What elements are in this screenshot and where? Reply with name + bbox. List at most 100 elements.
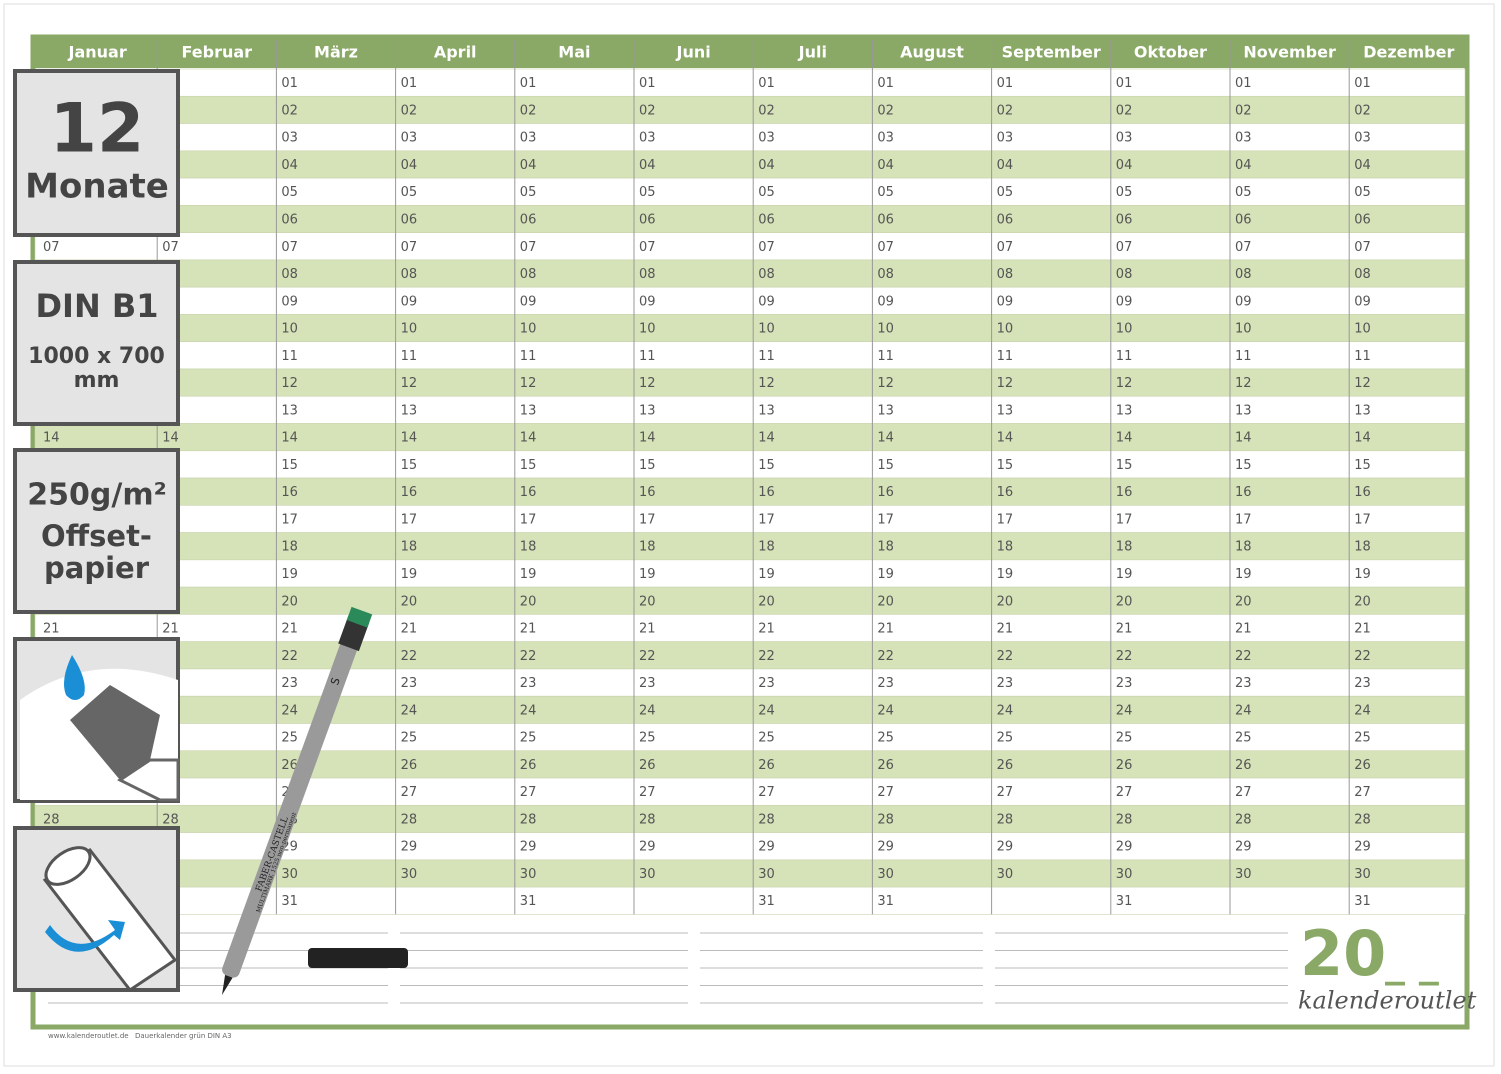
day-number: 15: [758, 458, 775, 473]
day-number: 02: [1235, 103, 1252, 118]
day-number: 07: [1116, 240, 1133, 255]
badge: [13, 448, 180, 614]
day-number: 20: [1235, 594, 1252, 609]
row: [34, 395, 1466, 424]
day-number: 24: [281, 703, 298, 718]
day-number: 18: [1116, 540, 1133, 555]
day-number: 01: [639, 76, 656, 91]
day-number: 11: [877, 349, 894, 364]
day-number: 29: [1235, 840, 1252, 855]
day-number: 01: [1116, 76, 1133, 91]
day-number: 13: [281, 403, 298, 418]
day-number: 12: [877, 376, 894, 391]
day-number: 08: [877, 267, 894, 282]
day-number: 01: [520, 76, 537, 91]
day-number: 17: [520, 512, 537, 527]
day-number: 06: [639, 212, 656, 227]
day-number: 17: [1354, 512, 1371, 527]
day-number: 15: [281, 458, 298, 473]
day-number: 20: [401, 594, 418, 609]
row: [34, 368, 1466, 397]
day-number: 03: [520, 131, 537, 146]
day-number: 25: [281, 731, 298, 746]
day-number: 25: [1235, 731, 1252, 746]
day-number: 12: [1235, 376, 1252, 391]
day-number: 04: [1354, 158, 1371, 173]
day-number: 25: [1354, 731, 1371, 746]
badge: [13, 69, 180, 237]
day-number: 29: [997, 840, 1014, 855]
day-number: 06: [520, 212, 537, 227]
day-number: 28: [1354, 812, 1371, 827]
day-number: 06: [401, 212, 418, 227]
day-number: 26: [281, 758, 298, 773]
day-number: 13: [520, 403, 537, 418]
day-number: 13: [1354, 403, 1371, 418]
day-number: 05: [1116, 185, 1133, 200]
row: [34, 259, 1466, 288]
day-number: 24: [758, 703, 775, 718]
day-number: 05: [520, 185, 537, 200]
day-number: 15: [997, 458, 1014, 473]
month-header: Januar: [67, 43, 126, 62]
day-number: 11: [758, 349, 775, 364]
day-number: 18: [877, 540, 894, 555]
row: [34, 886, 1466, 915]
header-bar: [35, 39, 1465, 68]
day-number: 28: [162, 812, 179, 827]
day-number: 05: [758, 185, 775, 200]
day-number: 23: [520, 676, 537, 691]
day-number: 26: [520, 758, 537, 773]
month-header: März: [314, 43, 358, 62]
day-number: 07: [401, 240, 418, 255]
year-blank: _ _: [1385, 940, 1439, 986]
badge-number: 12: [50, 90, 145, 169]
day-number: 21: [639, 622, 656, 637]
day-number: 19: [1354, 567, 1371, 582]
day-number: 08: [758, 267, 775, 282]
day-number: 15: [877, 458, 894, 473]
day-number: 09: [639, 294, 656, 309]
day-number: 24: [401, 703, 418, 718]
badge: [13, 260, 180, 426]
day-number: 25: [997, 731, 1014, 746]
day-number: 08: [639, 267, 656, 282]
day-number: 06: [1116, 212, 1133, 227]
day-number: 19: [1116, 567, 1133, 582]
day-number: 26: [401, 758, 418, 773]
day-number: 21: [162, 622, 179, 637]
row: [34, 723, 1466, 752]
day-number: 04: [281, 158, 298, 173]
row: [34, 423, 1466, 452]
day-number: 14: [520, 431, 537, 446]
day-number: 29: [401, 840, 418, 855]
row: [34, 314, 1466, 342]
day-number: 16: [639, 485, 656, 500]
day-number: 14: [281, 431, 298, 446]
day-number: 07: [639, 240, 656, 255]
day-number: 30: [281, 867, 298, 882]
day-number: 17: [997, 512, 1014, 527]
day-number: 15: [401, 458, 418, 473]
day-number: 16: [1116, 485, 1133, 500]
wipe-icon: [20, 655, 180, 802]
row: [34, 232, 1466, 261]
day-number: 26: [1116, 758, 1133, 773]
day-number: 23: [1116, 676, 1133, 691]
day-number: 21: [401, 622, 418, 637]
day-number: 06: [281, 212, 298, 227]
day-number: 29: [520, 840, 537, 855]
day-number: 09: [1354, 294, 1371, 309]
day-number: 04: [520, 158, 537, 173]
day-number: 04: [997, 158, 1014, 173]
day-number: 10: [997, 322, 1014, 337]
day-number: 19: [520, 567, 537, 582]
day-number: 12: [1354, 376, 1371, 391]
day-number: 17: [281, 512, 298, 527]
day-number: 23: [758, 676, 775, 691]
day-number: 18: [401, 540, 418, 555]
day-number: 14: [877, 431, 894, 446]
day-number: 18: [997, 540, 1014, 555]
day-number: 16: [1354, 485, 1371, 500]
day-number: 25: [877, 731, 894, 746]
